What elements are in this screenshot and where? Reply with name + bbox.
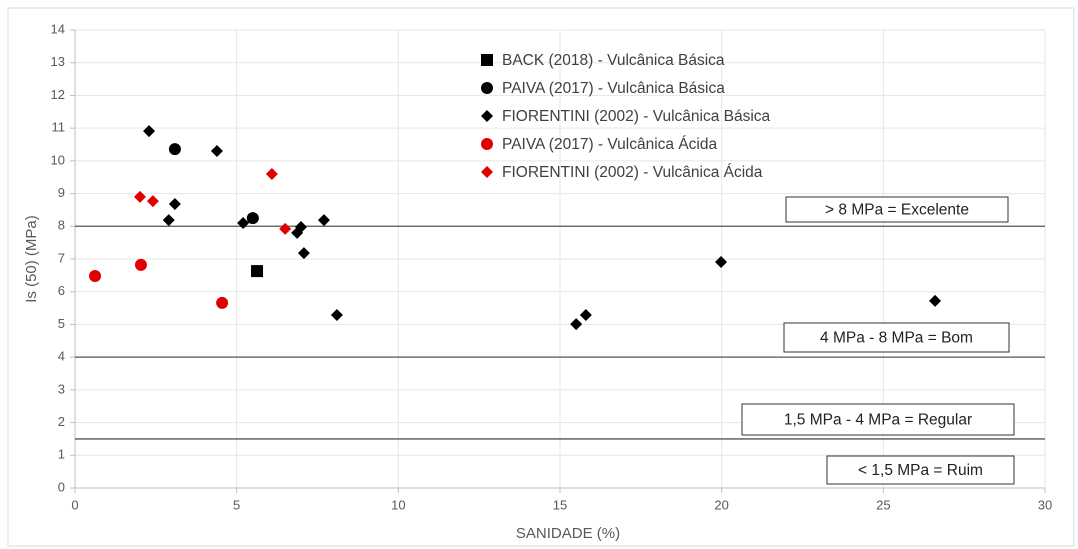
legend-marker [481, 54, 493, 66]
point [133, 190, 146, 203]
y-tick-label: 6 [58, 283, 65, 298]
annotation: < 1,5 MPa = Ruim [858, 462, 983, 479]
legend-marker [481, 110, 493, 122]
point [929, 294, 942, 307]
annotation-box [785, 196, 1009, 223]
point [279, 222, 292, 235]
point [89, 270, 102, 283]
y-axis-label: Is (50) (MPa) [23, 215, 40, 303]
point [134, 258, 147, 271]
y-tick-label: 11 [52, 120, 66, 135]
x-tick-label: 0 [71, 497, 78, 512]
annotation: 4 MPa - 8 MPa = Bom [820, 330, 973, 347]
y-tick-label: 5 [58, 316, 65, 331]
legend-marker [481, 82, 493, 94]
annotation-box [826, 455, 1015, 485]
y-tick-label: 1 [58, 447, 65, 462]
point [297, 247, 310, 260]
y-tick-label: 10 [51, 152, 65, 167]
point [237, 217, 250, 230]
point [579, 308, 592, 321]
point [143, 125, 156, 138]
y-tick-label: 9 [58, 185, 65, 200]
y-tick-label: 4 [58, 349, 65, 364]
y-tick-label: 7 [58, 250, 65, 265]
annotation-box [783, 322, 1010, 353]
point [216, 296, 229, 309]
legend-label: PAIVA (2017) - Vulcânica Ácida [502, 136, 717, 153]
x-tick-label: 15 [553, 497, 567, 512]
annotation: > 8 MPa = Excelente [825, 202, 969, 219]
legend-label: FIORENTINI (2002) - Vulcânica Ácida [502, 164, 763, 181]
legend-marker [481, 138, 493, 150]
annotation-box [741, 403, 1015, 436]
point [210, 145, 223, 158]
y-tick-label: 8 [58, 218, 65, 233]
y-tick-label: 2 [58, 414, 65, 429]
legend-label: FIORENTINI (2002) - Vulcânica Básica [502, 108, 771, 125]
x-axis-label: SANIDADE (%) [516, 525, 620, 542]
point [330, 308, 343, 321]
legend-marker [481, 166, 493, 178]
point [168, 198, 181, 211]
point [317, 214, 330, 227]
x-tick-label: 10 [391, 497, 405, 512]
point [570, 318, 583, 331]
point [146, 195, 159, 208]
y-tick-label: 13 [51, 54, 65, 69]
point [291, 226, 304, 239]
annotation: 1,5 MPa - 4 MPa = Regular [784, 412, 972, 429]
x-tick-label: 5 [233, 497, 240, 512]
point [251, 265, 264, 278]
x-tick-label: 30 [1038, 497, 1052, 512]
point [168, 143, 181, 156]
point [162, 214, 175, 227]
x-tick-label: 25 [876, 497, 890, 512]
y-tick-label: 3 [58, 381, 65, 396]
point [265, 167, 278, 180]
y-tick-label: 0 [58, 479, 65, 494]
legend-label: BACK (2018) - Vulcânica Básica [502, 52, 725, 69]
x-tick-label: 20 [714, 497, 728, 512]
legend-label: PAIVA (2017) - Vulcânica Básica [502, 80, 725, 97]
point [246, 212, 259, 225]
point [715, 255, 728, 268]
y-tick-label: 12 [51, 87, 65, 102]
y-tick-label: 14 [51, 21, 65, 36]
